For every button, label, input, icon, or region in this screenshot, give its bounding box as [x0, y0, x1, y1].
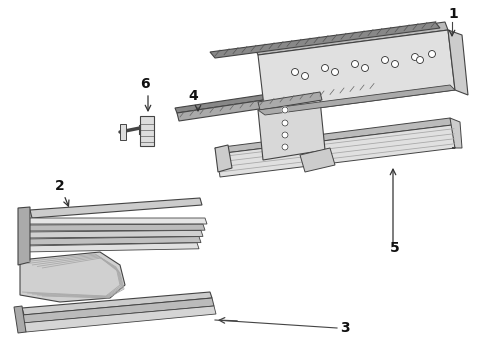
Polygon shape — [255, 22, 448, 55]
Text: 6: 6 — [140, 77, 149, 91]
Circle shape — [282, 132, 288, 138]
Text: 3: 3 — [340, 321, 350, 335]
Circle shape — [428, 50, 436, 58]
Text: 1: 1 — [448, 7, 458, 21]
Polygon shape — [14, 306, 26, 333]
Polygon shape — [210, 22, 440, 58]
Circle shape — [392, 60, 398, 68]
Circle shape — [282, 144, 288, 150]
Polygon shape — [258, 30, 455, 115]
Polygon shape — [22, 306, 216, 332]
Polygon shape — [258, 100, 325, 160]
Polygon shape — [30, 198, 202, 218]
Polygon shape — [22, 237, 201, 245]
Circle shape — [282, 120, 288, 126]
Polygon shape — [18, 207, 30, 265]
Polygon shape — [215, 145, 232, 172]
Polygon shape — [20, 252, 125, 302]
Circle shape — [292, 68, 298, 76]
Text: 5: 5 — [390, 241, 400, 255]
Polygon shape — [450, 118, 462, 148]
Circle shape — [416, 57, 423, 63]
Polygon shape — [22, 218, 207, 224]
Polygon shape — [22, 243, 199, 252]
Polygon shape — [22, 292, 212, 315]
Circle shape — [382, 57, 389, 63]
Polygon shape — [22, 224, 205, 231]
Polygon shape — [140, 116, 154, 146]
Circle shape — [282, 107, 288, 113]
Polygon shape — [215, 118, 452, 154]
Polygon shape — [300, 148, 335, 172]
Polygon shape — [217, 125, 455, 177]
Polygon shape — [258, 92, 322, 110]
Circle shape — [351, 60, 359, 68]
Circle shape — [301, 72, 309, 80]
Text: 4: 4 — [188, 89, 198, 103]
Polygon shape — [177, 83, 379, 121]
Text: 2: 2 — [55, 179, 65, 193]
Circle shape — [321, 64, 328, 72]
Circle shape — [412, 54, 418, 60]
Polygon shape — [120, 124, 126, 140]
Circle shape — [332, 68, 339, 76]
Polygon shape — [258, 85, 455, 115]
Polygon shape — [22, 230, 203, 238]
Circle shape — [362, 64, 368, 72]
Polygon shape — [448, 30, 468, 95]
Polygon shape — [175, 78, 377, 113]
Polygon shape — [22, 298, 214, 323]
